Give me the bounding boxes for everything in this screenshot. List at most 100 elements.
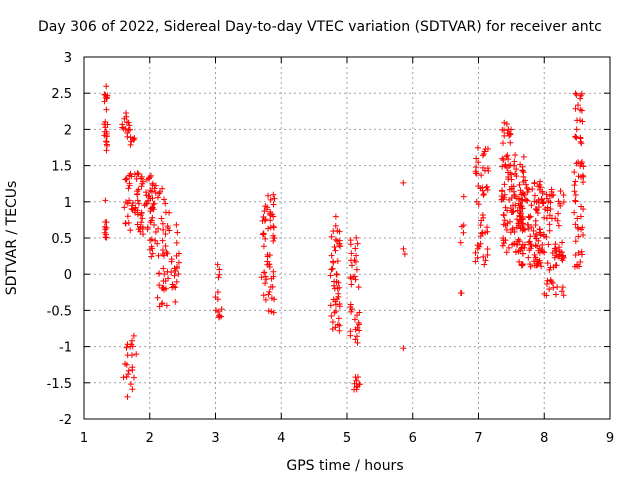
data-point	[537, 229, 544, 236]
data-point	[507, 218, 514, 225]
data-point	[501, 181, 508, 188]
data-point	[175, 259, 182, 266]
data-point	[499, 140, 506, 147]
data-point	[266, 288, 273, 295]
data-point	[101, 229, 108, 236]
data-point	[500, 237, 507, 244]
data-point	[336, 327, 343, 334]
data-point	[474, 144, 481, 151]
data-point	[270, 237, 277, 244]
data-point	[165, 275, 172, 282]
data-point	[533, 231, 540, 238]
data-point	[164, 250, 171, 257]
data-point	[512, 193, 519, 200]
data-point	[143, 189, 150, 196]
data-point	[352, 276, 359, 283]
data-point	[170, 283, 177, 290]
data-point	[479, 229, 486, 236]
data-point	[481, 148, 488, 155]
data-point	[122, 360, 129, 367]
data-point	[328, 266, 335, 273]
data-point	[134, 221, 141, 228]
data-point	[160, 265, 167, 272]
data-point	[162, 200, 169, 207]
data-point	[351, 380, 358, 387]
data-point	[571, 169, 578, 176]
data-point	[147, 187, 154, 194]
data-point	[523, 185, 530, 192]
data-point	[557, 187, 564, 194]
data-point	[530, 258, 537, 265]
data-point	[352, 245, 359, 252]
data-point	[348, 250, 355, 257]
data-point	[521, 241, 528, 248]
data-point	[542, 206, 549, 213]
data-point	[328, 252, 335, 259]
data-point	[212, 307, 219, 314]
data-point	[166, 227, 173, 234]
data-point	[552, 248, 559, 255]
data-point	[572, 252, 579, 259]
data-point	[546, 212, 553, 219]
y-tick-label: -2	[59, 413, 72, 428]
data-point	[537, 184, 544, 191]
data-point	[134, 211, 141, 218]
data-point	[543, 281, 550, 288]
data-point	[103, 106, 110, 113]
data-point	[353, 266, 360, 273]
data-point	[328, 312, 335, 319]
data-point	[335, 279, 342, 286]
data-point	[535, 247, 542, 254]
data-point	[138, 183, 145, 190]
data-point	[577, 92, 584, 99]
data-point	[556, 244, 563, 251]
data-point	[124, 130, 131, 137]
data-point	[148, 188, 155, 195]
data-point	[517, 161, 524, 168]
data-point	[332, 236, 339, 243]
data-point	[261, 208, 268, 215]
data-point	[126, 197, 133, 204]
data-point	[532, 222, 539, 229]
data-point	[457, 239, 464, 246]
data-point	[336, 228, 343, 235]
data-point	[162, 243, 169, 250]
data-point	[499, 196, 506, 203]
y-tick-label: 1	[64, 196, 72, 211]
data-point	[159, 185, 166, 192]
data-point	[552, 291, 559, 298]
data-point	[518, 191, 525, 198]
data-point	[478, 217, 485, 224]
y-tick-label: 2.5	[51, 87, 72, 102]
data-point	[351, 316, 358, 323]
data-point	[505, 244, 512, 251]
data-point	[335, 315, 342, 322]
data-point	[119, 121, 126, 128]
data-point	[536, 186, 543, 193]
data-point	[156, 190, 163, 197]
data-point	[580, 179, 587, 186]
data-point	[332, 247, 339, 254]
y-tick-label: -1.5	[47, 377, 72, 392]
data-point	[138, 175, 145, 182]
data-point	[122, 220, 129, 227]
data-point	[266, 264, 273, 271]
data-point	[270, 309, 277, 316]
data-point	[130, 136, 137, 143]
data-point	[545, 241, 552, 248]
data-point	[572, 221, 579, 228]
data-point	[574, 215, 581, 222]
data-point	[531, 180, 538, 187]
y-tick-label: 3	[64, 51, 72, 66]
data-point	[573, 91, 580, 98]
data-point	[332, 308, 339, 315]
data-point	[554, 284, 561, 291]
data-point	[509, 209, 516, 216]
data-point	[546, 221, 553, 228]
data-point	[262, 280, 269, 287]
data-point	[103, 139, 110, 146]
data-point	[478, 230, 485, 237]
data-point	[125, 185, 132, 192]
data-point	[477, 240, 484, 247]
